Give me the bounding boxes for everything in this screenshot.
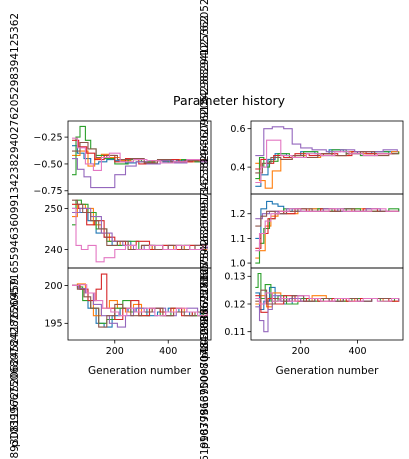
series-group — [255, 200, 400, 264]
series-line-4 — [72, 139, 206, 165]
y-axis-label: p587619987781390097048100886228827 — [199, 261, 211, 459]
y-tick-label: 0.13 — [224, 272, 245, 283]
y-axis-label: p2893081157252062452417620459 — [9, 278, 21, 459]
y-tick-label: −0.75 — [33, 186, 62, 197]
series-line-7 — [255, 139, 392, 184]
y-axis-label: p103996675068078428256957165594636099134… — [199, 0, 211, 359]
y-tick-label: 0.6 — [230, 124, 245, 135]
y-tick-label: 1.0 — [230, 258, 245, 269]
series-group — [72, 125, 208, 189]
series-line-7 — [72, 137, 208, 171]
series-line-7 — [72, 207, 204, 263]
series-group — [72, 273, 208, 328]
x-tick-label: 400 — [159, 346, 177, 357]
subplot-row-3-col-1: 195 200 200 400 Generation number p2893081157… — [9, 267, 212, 459]
series-group — [255, 126, 400, 189]
y-tick-label: −0.50 — [33, 159, 62, 170]
series-line-7 — [72, 284, 208, 317]
y-tick-label: 0.4 — [230, 163, 245, 174]
figure-title: Parameter history — [173, 93, 286, 108]
subplot-row-1-col-2: 0.4 0.6 p103996675068078428256957165594636… — [199, 0, 404, 359]
series-line-7 — [255, 208, 399, 252]
y-tick-label: 200 — [44, 281, 62, 292]
axes-frame — [67, 267, 212, 341]
subplot-row-2-col-2: 1.0 1.1 1.2 p103996675068078428256957165594… — [199, 15, 404, 449]
y-tick-label: 1.2 — [230, 209, 245, 220]
y-tick-label: 0.12 — [224, 299, 245, 310]
y-tick-label: 250 — [44, 204, 62, 215]
y-tick-label: 1.1 — [230, 234, 245, 245]
y-tick-label: 240 — [44, 245, 62, 256]
y-axis-label: p103996675068078428256957165594636099134… — [9, 13, 21, 447]
series-line-6 — [255, 151, 399, 174]
x-tick-label: 200 — [106, 346, 124, 357]
y-tick-label: 195 — [44, 319, 62, 330]
x-axis-label: Generation number — [276, 365, 380, 377]
subplot-row-3-col-2: 0.11 0.12 0.13 200 400 Generation number p5876… — [199, 261, 404, 459]
series-line-6 — [72, 141, 207, 164]
series-group — [255, 272, 400, 333]
series-group — [72, 199, 208, 263]
y-axis-label: p103996675068078428256957165594636099134… — [199, 15, 211, 449]
y-tick-label: −0.25 — [33, 133, 62, 144]
subplot-grid: −0.75 −0.50 −0.25 p103996675068078428256957… — [9, 0, 404, 459]
y-tick-label: 0.11 — [224, 327, 245, 338]
series-line-7 — [255, 292, 399, 305]
x-axis-label: Generation number — [88, 365, 192, 377]
x-tick-label: 400 — [348, 346, 366, 357]
x-tick-label: 200 — [292, 346, 310, 357]
